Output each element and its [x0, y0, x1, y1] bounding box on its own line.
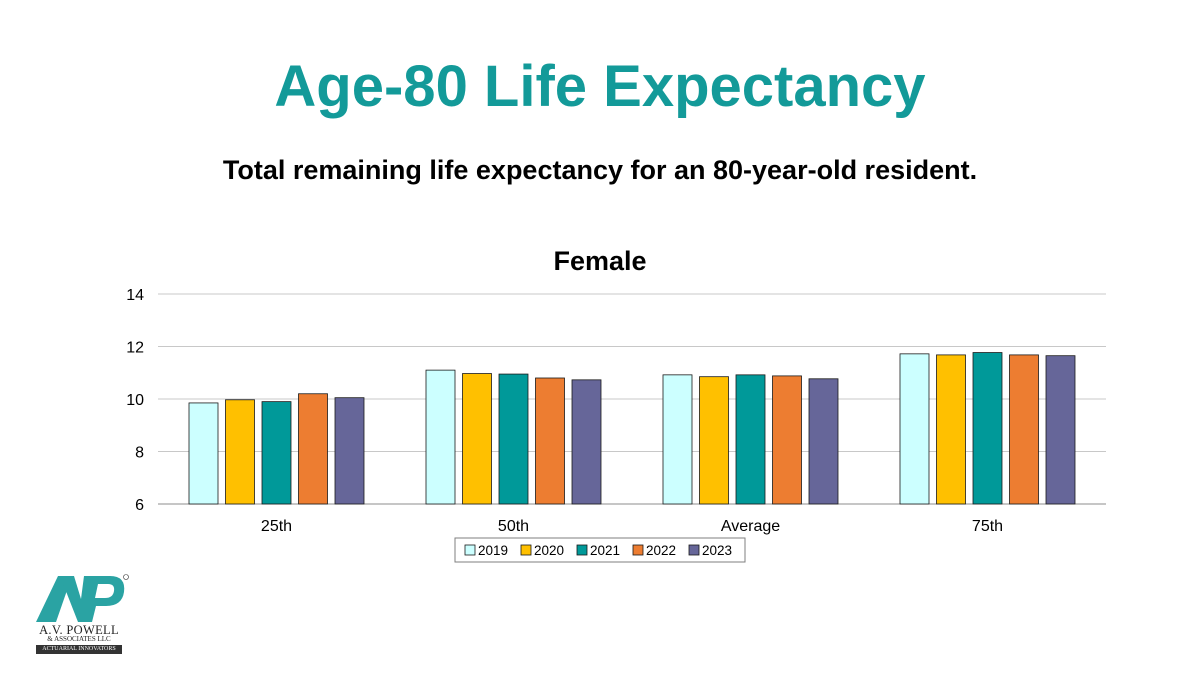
logo-subtitle: & ASSOCIATES LLC	[47, 635, 111, 643]
x-tick-label: 50th	[498, 518, 529, 535]
logo-mark-a	[36, 576, 72, 622]
logo-mark-p	[78, 576, 125, 622]
bar	[662, 374, 693, 505]
slide-subtitle: Total remaining life expectancy for an 8…	[222, 155, 978, 185]
bar	[899, 353, 930, 505]
bar	[298, 393, 328, 505]
bar	[425, 369, 456, 505]
legend-label: 2021	[590, 543, 620, 558]
legend-label: 2022	[646, 543, 676, 558]
x-tick-label: 75th	[972, 518, 1003, 535]
bar	[699, 376, 729, 505]
bar	[1009, 354, 1039, 505]
bar	[261, 401, 292, 505]
y-tick-label: 8	[135, 445, 144, 462]
legend-label: 2020	[534, 543, 564, 558]
y-tick-label: 6	[135, 497, 144, 514]
legend-swatch	[632, 544, 644, 556]
bar	[808, 378, 839, 505]
y-tick-label: 10	[126, 392, 144, 409]
legend-swatch	[520, 544, 532, 556]
slide-title: Age-80 Life Expectancy	[274, 54, 926, 119]
logo-tagline: ACTUARIAL INNOVATORS	[36, 645, 122, 654]
legend-swatch	[576, 544, 588, 556]
bar	[334, 397, 365, 505]
bar	[571, 379, 602, 505]
bar	[462, 373, 492, 505]
bar	[1045, 355, 1076, 505]
chart-title: Female	[553, 246, 646, 276]
logo-name: A.V. POWELL	[39, 623, 119, 637]
x-tick-label: Average	[721, 518, 780, 535]
y-tick-label: 14	[126, 287, 144, 304]
registered-mark-icon	[123, 574, 129, 580]
legend-label: 2023	[702, 543, 732, 558]
bar	[735, 374, 766, 505]
bar	[972, 352, 1003, 505]
bar	[936, 354, 966, 505]
company-logo-icon	[36, 574, 129, 622]
bar	[188, 402, 219, 505]
legend-swatch	[688, 544, 700, 556]
legend-label: 2019	[478, 543, 508, 558]
legend-swatch	[464, 544, 476, 556]
bar	[535, 377, 565, 505]
bar	[498, 373, 529, 505]
y-tick-label: 12	[126, 340, 144, 357]
bar	[772, 375, 802, 505]
bar	[225, 399, 255, 505]
x-tick-label: 25th	[261, 518, 292, 535]
